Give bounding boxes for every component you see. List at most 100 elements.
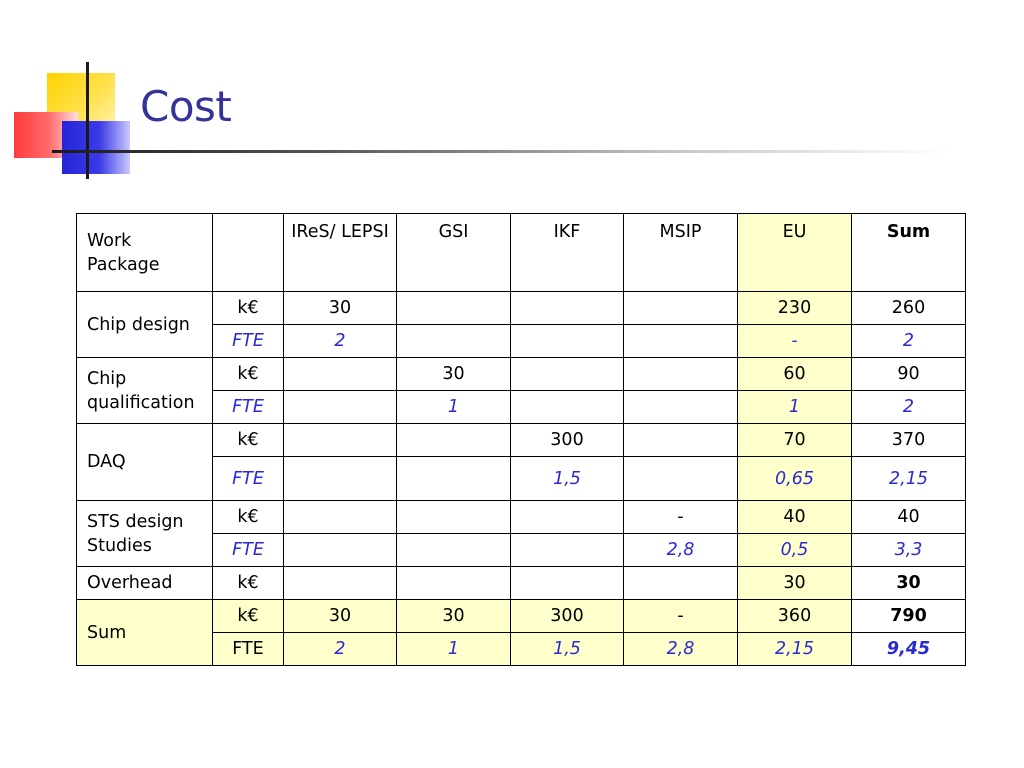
cell-ikf (510, 566, 624, 600)
cell-msip: 2,8 (623, 632, 738, 666)
row-label-chip-design: Chip design (76, 291, 213, 358)
cell-gsi: 30 (396, 599, 511, 633)
cell-gsi (396, 533, 511, 567)
cell-ires: 2 (283, 324, 397, 358)
cell-msip (623, 456, 738, 501)
cell-ikf (510, 500, 624, 534)
cell-gsi (396, 456, 511, 501)
cell-ikf (510, 291, 624, 325)
cell-eu: 0,65 (737, 456, 852, 501)
logo-vertical-line (86, 62, 89, 179)
header-ikf: IKF (510, 213, 624, 292)
cell-sum: 30 (851, 566, 966, 600)
header-sum: Sum (851, 213, 966, 292)
cell-ires: 2 (283, 632, 397, 666)
unit-cell: k€ (212, 357, 284, 391)
cell-msip: 2,8 (623, 533, 738, 567)
header-msip: MSIP (623, 213, 738, 292)
cell-msip (623, 357, 738, 391)
cell-ires (283, 390, 397, 424)
cell-ires (283, 357, 397, 391)
row-label-sum: Sum (76, 599, 213, 666)
unit-cell: FTE (212, 456, 284, 501)
unit-cell: FTE (212, 632, 284, 666)
cell-sum: 370 (851, 423, 966, 457)
row-label-overhead: Overhead (76, 566, 213, 600)
cell-ikf: 1,5 (510, 632, 624, 666)
cell-gsi: 1 (396, 390, 511, 424)
unit-cell: k€ (212, 423, 284, 457)
cell-gsi (396, 324, 511, 358)
cell-ires: 30 (283, 599, 397, 633)
cell-eu: 60 (737, 357, 852, 391)
table-row: Overhead k€ 30 30 (76, 566, 966, 600)
cell-ikf: 300 (510, 599, 624, 633)
logo-blue-square (62, 121, 130, 174)
cell-msip (623, 324, 738, 358)
cell-eu: 230 (737, 291, 852, 325)
cell-gsi: 30 (396, 357, 511, 391)
cost-table: Work Package IReS/ LEPSI GSI IKF MSIP EU… (76, 213, 966, 666)
cell-msip (623, 390, 738, 424)
header-ires-lepsi: IReS/ LEPSI (283, 213, 397, 292)
cell-gsi: 1 (396, 632, 511, 666)
cell-gsi (396, 423, 511, 457)
header-work-package: Work Package (76, 213, 213, 292)
cell-sum: 2,15 (851, 456, 966, 501)
table-row-sum: Sum k€ 30 30 300 - 360 790 (76, 599, 966, 666)
table-row-sum: FTE 2 1 1,5 2,8 2,15 9,45 (77, 632, 966, 666)
table-row: DAQ k€ 300 70 370 (76, 423, 966, 501)
header-gsi: GSI (396, 213, 511, 292)
row-label-sts-design-studies: STS design Studies (76, 500, 213, 567)
cell-msip (623, 423, 738, 457)
cell-msip: - (623, 599, 738, 633)
cell-ikf: 300 (510, 423, 624, 457)
cell-ires (283, 500, 397, 534)
cell-ires (283, 566, 397, 600)
header-unit (212, 213, 284, 292)
cell-eu: 1 (737, 390, 852, 424)
table-row: FTE 2 - 2 (77, 324, 966, 358)
cell-msip (623, 291, 738, 325)
table-header-row: Work Package IReS/ LEPSI GSI IKF MSIP EU… (76, 213, 966, 292)
cell-gsi (396, 566, 511, 600)
cell-msip (623, 566, 738, 600)
cell-gsi (396, 291, 511, 325)
cell-sum: 3,3 (851, 533, 966, 567)
cell-sum: 2 (851, 390, 966, 424)
table-row: STS design Studies k€ - 40 40 (76, 500, 966, 567)
table-row: FTE 1,5 0,65 2,15 (77, 456, 966, 501)
cell-sum: 260 (851, 291, 966, 325)
cell-ikf (510, 533, 624, 567)
cell-sum: 40 (851, 500, 966, 534)
unit-cell: k€ (212, 566, 284, 600)
cell-ires (283, 533, 397, 567)
cell-sum: 90 (851, 357, 966, 391)
table-row: Chip qualification k€ 30 60 90 (76, 357, 966, 424)
unit-cell: k€ (212, 500, 284, 534)
header-eu: EU (737, 213, 852, 292)
row-label-chip-qualification: Chip qualification (76, 357, 213, 424)
cell-eu: 0,5 (737, 533, 852, 567)
unit-cell: FTE (212, 324, 284, 358)
cell-ikf (510, 324, 624, 358)
table-row: FTE 1 1 2 (77, 390, 966, 424)
cell-ikf: 1,5 (510, 456, 624, 501)
cell-ires: 30 (283, 291, 397, 325)
cell-ires (283, 423, 397, 457)
cell-eu: 40 (737, 500, 852, 534)
table-row: Chip design k€ 30 230 260 (76, 291, 966, 358)
unit-cell: FTE (212, 533, 284, 567)
row-label-daq: DAQ (76, 423, 213, 501)
slide-title: Cost (140, 82, 232, 131)
cell-msip: - (623, 500, 738, 534)
unit-cell: k€ (212, 291, 284, 325)
cell-ires (283, 456, 397, 501)
cell-eu: 30 (737, 566, 852, 600)
cell-sum: 790 (851, 599, 966, 633)
cell-sum: 9,45 (851, 632, 966, 666)
unit-cell: k€ (212, 599, 284, 633)
cell-sum: 2 (851, 324, 966, 358)
cell-eu: - (737, 324, 852, 358)
unit-cell: FTE (212, 390, 284, 424)
